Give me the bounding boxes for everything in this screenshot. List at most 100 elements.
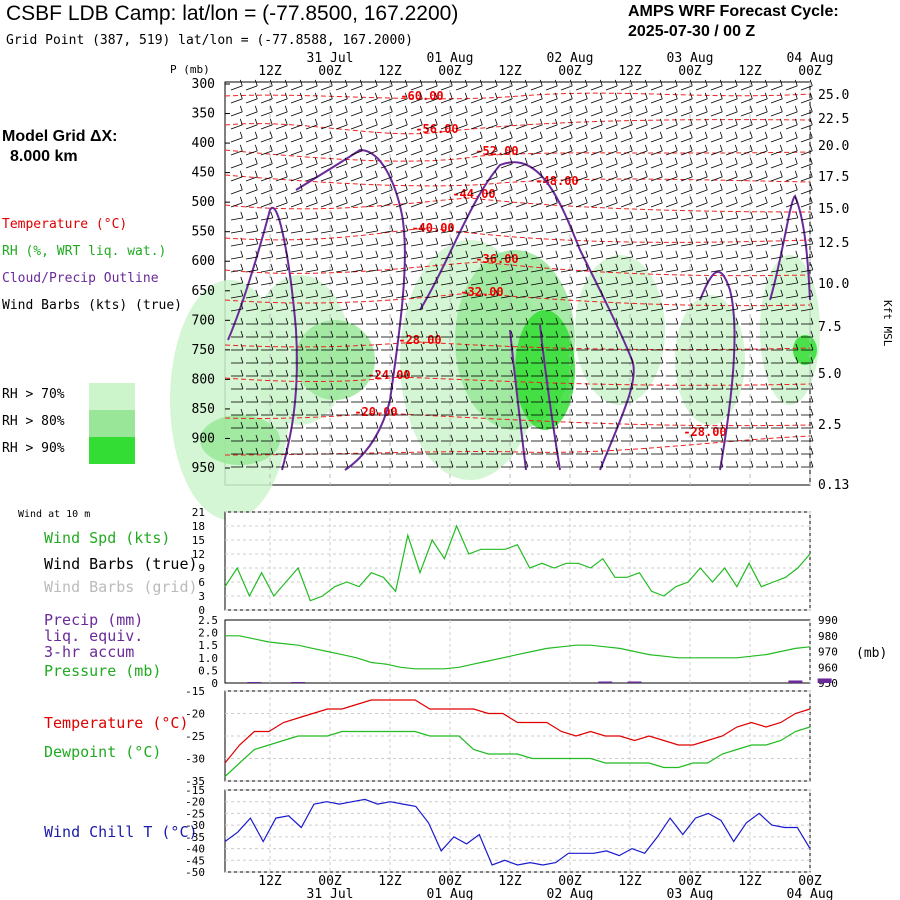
wind-barb-flag: [599, 196, 603, 204]
wind-barb-flag: [660, 369, 664, 377]
wind-barb-flag: [779, 131, 783, 139]
wind-barb-shaft: [635, 137, 648, 143]
wind-barb-flag: [360, 237, 364, 245]
wind-barb-shaft: [695, 256, 708, 260]
wind-barb-flag: [614, 105, 618, 113]
wind-barb-shaft: [290, 176, 303, 182]
wind-barb-shaft: [695, 111, 708, 117]
wind-barb-flag: [554, 144, 558, 152]
wind-barb-flag: [464, 157, 468, 165]
wind-barb-shaft: [455, 150, 468, 156]
wind-barb-flag: [540, 302, 544, 310]
wind-barb-flag: [735, 317, 739, 325]
wind-barb-flag: [704, 144, 708, 152]
wind-barb-flag: [689, 92, 693, 100]
wind-barb-flag: [585, 330, 589, 338]
wind-barb-flag: [600, 421, 604, 429]
wind-barb-flag: [285, 356, 289, 364]
wind-barb-flag: [749, 131, 753, 139]
wind-barb-flag: [375, 460, 379, 468]
wind-barb-shaft: [440, 295, 453, 299]
wind-barb-flag: [420, 408, 424, 416]
wind-barb-flag: [344, 92, 348, 100]
wind-barb-shaft: [305, 256, 318, 260]
wind-barb-flag: [690, 434, 694, 442]
wind-barb-shaft: [455, 137, 468, 143]
windchill-line: [224, 798, 811, 866]
wind-barb-flag: [435, 317, 439, 325]
wind-barb-flag: [330, 369, 334, 377]
wind-barb-shaft: [575, 230, 588, 234]
wind-barb-shaft: [395, 217, 408, 221]
wind-barb-shaft: [320, 217, 333, 221]
wind-barb-shaft: [725, 98, 738, 104]
wind-barb-flag: [405, 343, 409, 351]
wind-barb-flag: [615, 237, 619, 245]
wind-barb-flag: [300, 460, 304, 468]
wind-barb-flag: [645, 434, 649, 442]
wind-barb-shaft: [575, 150, 588, 156]
wind-barb-flag: [645, 408, 649, 416]
wind-barb-shaft: [635, 111, 648, 117]
wind-barb-shaft: [725, 85, 738, 91]
wind-barb-flag: [615, 395, 619, 403]
wind-barb-flag: [360, 302, 364, 310]
wind-barb-flag: [630, 421, 634, 429]
wind-barb-flag: [359, 157, 363, 165]
wind-barb-flag: [704, 183, 708, 191]
wind-barb-shaft: [515, 269, 528, 273]
wind-barb-shaft: [275, 269, 288, 273]
wind-barb-flag: [255, 421, 259, 429]
wind-barb-shaft: [425, 308, 438, 312]
wind-barb-shaft: [455, 85, 468, 91]
wind-barb-shaft: [665, 230, 678, 234]
wind-barb-flag: [570, 408, 574, 416]
wind-barb-shaft: [335, 150, 348, 156]
wind-barb-shaft: [395, 163, 408, 169]
wind-barb-flag: [735, 447, 739, 455]
wind-barb-flag: [509, 183, 513, 191]
wind-barb-shaft: [470, 282, 483, 286]
wind-barb-shaft: [590, 137, 603, 143]
wind-barb-flag: [254, 144, 258, 152]
wind-barb-flag: [465, 211, 469, 219]
wind-barb-flag: [269, 157, 273, 165]
wind-barb-shaft: [470, 202, 483, 208]
wind-barb-shaft: [305, 85, 318, 91]
wind-barb-shaft: [395, 98, 408, 104]
wind-barb-flag: [705, 447, 709, 455]
wind-barb-flag: [660, 237, 664, 245]
bottom-hour-label: 12Z: [738, 874, 762, 889]
wind-barb-flag: [405, 289, 409, 297]
wind-speed-line: [224, 524, 811, 602]
wind-barb-shaft: [350, 98, 363, 104]
wind-barb-flag: [284, 183, 288, 191]
wind-barb-shaft: [245, 150, 258, 156]
wind-barb-shaft: [230, 98, 243, 104]
temperature-label: Temperature (°C): [44, 714, 189, 732]
wind-barb-shaft: [275, 98, 288, 104]
wind-barb-flag: [495, 250, 499, 258]
wind-barb-shaft: [725, 243, 738, 247]
wind-barb-flag: [495, 395, 499, 403]
wind-barb-flag: [645, 289, 649, 297]
temperature-ytick-label: -25: [185, 730, 205, 743]
wind-barb-flag: [404, 131, 408, 139]
wind-barb-flag: [450, 224, 454, 232]
wind-barb-flag: [735, 369, 739, 377]
wind-barb-flag: [435, 211, 439, 219]
windchill-ytick-label: -45: [185, 854, 205, 867]
wind-barb-flag: [450, 421, 454, 429]
wind-barb-shaft: [500, 256, 513, 260]
wind-barb-flag: [494, 131, 498, 139]
wind-barb-shaft: [440, 282, 453, 286]
wind-barb-shaft: [710, 98, 723, 104]
wind-barb-flag: [404, 170, 408, 178]
wind-barb-flag: [479, 144, 483, 152]
wind-barb-shaft: [785, 163, 798, 169]
wind-barb-flag: [584, 157, 588, 165]
wind-barb-flag: [300, 356, 304, 364]
wind-barb-shaft: [710, 243, 723, 247]
wind-barb-flag: [375, 250, 379, 258]
height-tick-label: 22.5: [818, 112, 849, 127]
